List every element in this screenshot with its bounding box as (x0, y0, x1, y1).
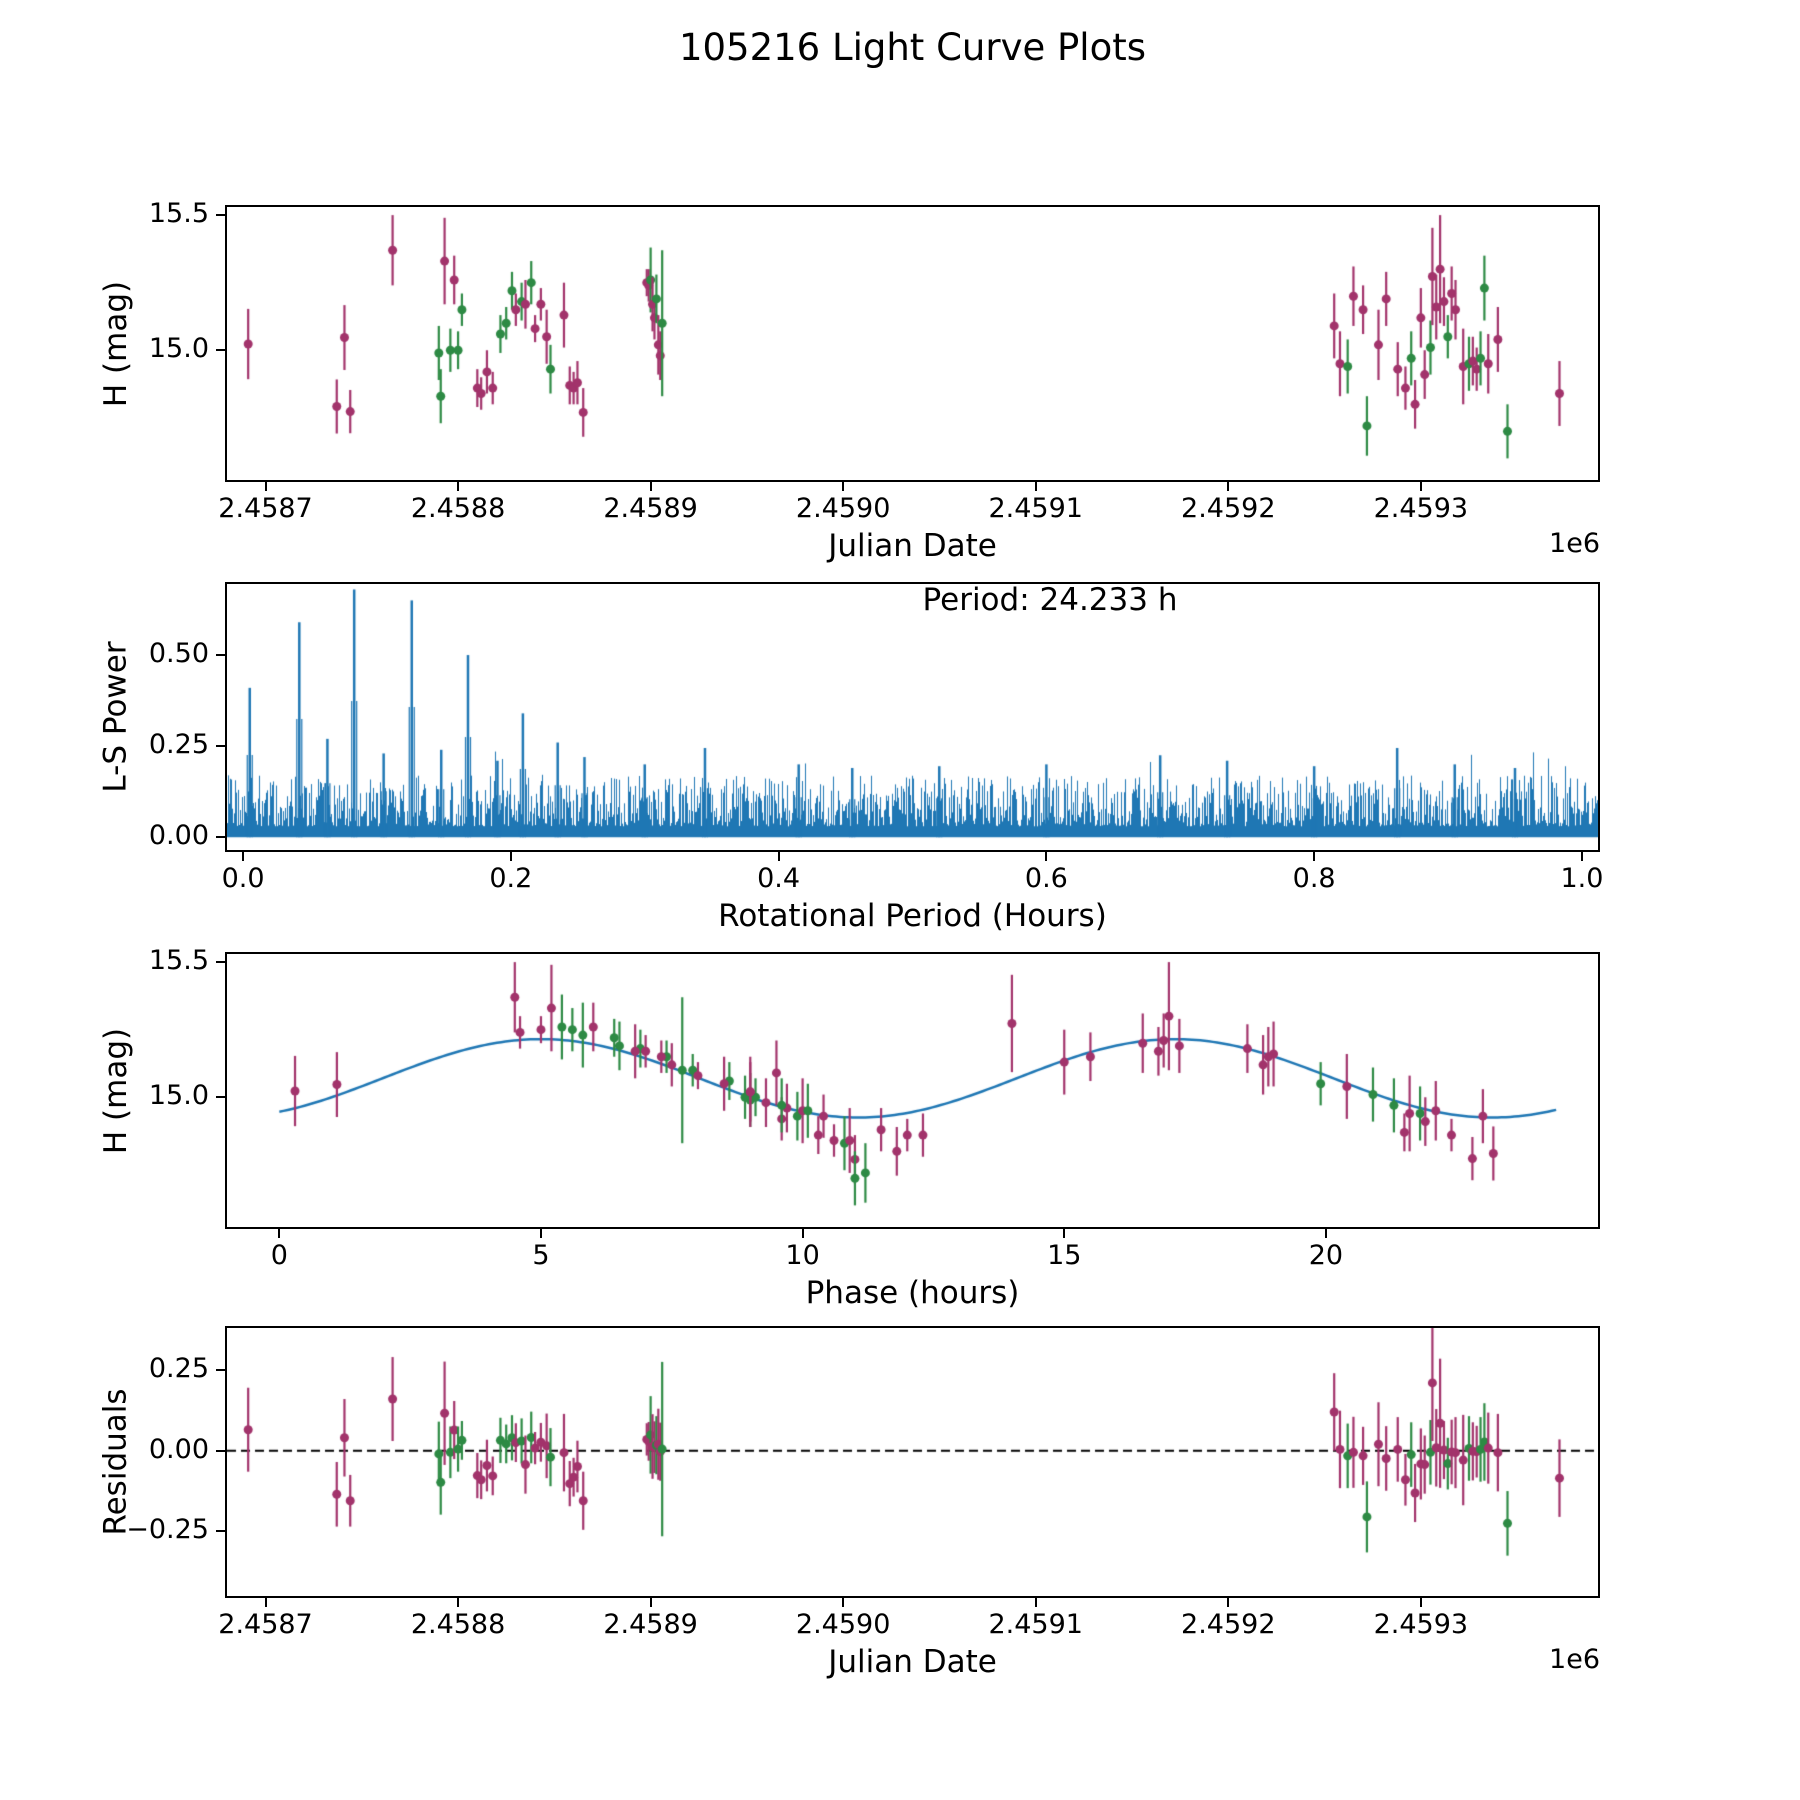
figure-title: 105216 Light Curve Plots (678, 26, 1147, 69)
x-tick-label: 15 (1047, 1240, 1082, 1271)
y-tick-label: 0.00 (148, 1433, 209, 1465)
x-tick (278, 1229, 281, 1238)
x-tick-label: 20 (1308, 1240, 1344, 1271)
y-tick (216, 1096, 225, 1099)
x-tick-label: 0 (270, 1240, 288, 1271)
y-tick (216, 745, 225, 748)
x-tick-label: 2.4587 (218, 1609, 313, 1640)
x-tick-label: 2.4593 (1373, 1609, 1469, 1640)
x-tick (264, 1598, 267, 1607)
x-tick (457, 482, 460, 491)
x-tick (1034, 1598, 1037, 1607)
x-tick (649, 1598, 652, 1607)
x-tick-label: 2.4590 (795, 1609, 891, 1640)
x-tick (539, 1229, 542, 1238)
y-tick-label: −0.25 (126, 1514, 209, 1546)
y-tick-label: 0.25 (148, 1352, 209, 1384)
x-tick (509, 852, 512, 861)
y-tick (216, 836, 225, 839)
y-tick-label: 0.50 (148, 638, 209, 670)
periodogram-axes (225, 582, 1600, 852)
y-tick-label: 15.5 (148, 198, 209, 230)
periodogram-canvas (227, 584, 1598, 850)
residuals-canvas (227, 1328, 1598, 1596)
x-tick (457, 1598, 460, 1607)
x-tick (801, 1229, 804, 1238)
lightcurve-axis-offset: 1e6 (1549, 528, 1600, 559)
x-tick (242, 852, 245, 861)
x-tick-label: 0.8 (1292, 863, 1336, 894)
y-tick (216, 654, 225, 657)
lightcurve-canvas (227, 207, 1598, 480)
x-tick (1419, 1598, 1422, 1607)
y-tick-label: 0.00 (148, 820, 209, 852)
lightcurve-axes (225, 205, 1600, 482)
x-tick-label: 2.4592 (1181, 1609, 1276, 1640)
x-tick (1045, 852, 1048, 861)
x-tick-label: 5 (532, 1240, 550, 1271)
y-tick-label: 15.5 (148, 945, 209, 977)
y-tick (216, 214, 225, 217)
phase-curve-axes (225, 952, 1600, 1229)
phase-curve-canvas (227, 954, 1598, 1227)
residuals-axes (225, 1326, 1600, 1598)
x-tick (1324, 1229, 1327, 1238)
y-tick-label: 15.0 (148, 333, 209, 365)
y-tick (216, 1530, 225, 1533)
x-tick-label: 2.4592 (1181, 493, 1276, 524)
lightcurve-xlabel: Julian Date (828, 528, 997, 564)
x-tick-label: 2.4591 (988, 493, 1083, 524)
x-tick (842, 482, 845, 491)
x-tick (1034, 482, 1037, 491)
phase-curve-plot: H (mag) Phase (hours) 0 5 10 15 20 15.5 15.0 (98, 945, 1600, 1311)
x-tick (649, 482, 652, 491)
x-tick-label: 2.4593 (1373, 493, 1469, 524)
periodogram-plot: Period: 24.233 h L-S Power Rotational Pe… (98, 582, 1603, 934)
x-tick-label: 2.4587 (218, 493, 313, 524)
x-tick-label: 2.4588 (410, 493, 506, 524)
x-tick (1419, 482, 1422, 491)
phase-curve-xlabel: Phase (hours) (805, 1275, 1020, 1311)
x-tick (264, 482, 267, 491)
y-tick-label: 15.0 (148, 1080, 209, 1112)
x-tick-label: 1.0 (1560, 863, 1604, 894)
y-tick (216, 349, 225, 352)
lightcurve-plot: H (mag) Julian Date 1e6 2.4587 2.4588 2.45… (98, 198, 1600, 564)
x-tick-label: 0.4 (757, 863, 801, 894)
x-tick-label: 2.4589 (603, 1609, 698, 1640)
x-tick-label: 0.0 (221, 863, 265, 894)
y-tick (216, 961, 225, 964)
periodogram-xlabel: Rotational Period (Hours) (718, 898, 1107, 934)
x-tick-label: 2.4591 (988, 1609, 1083, 1640)
x-tick (1063, 1229, 1066, 1238)
x-tick-label: 2.4590 (795, 493, 891, 524)
y-tick (216, 1368, 225, 1371)
x-tick (1227, 482, 1230, 491)
x-tick (1580, 852, 1583, 861)
x-tick-label: 0.6 (1024, 863, 1068, 894)
x-tick-label: 2.4589 (603, 493, 698, 524)
x-tick-label: 0.2 (489, 863, 533, 894)
period-annotation: Period: 24.233 h (922, 582, 1178, 618)
residuals-axis-offset: 1e6 (1549, 1644, 1600, 1675)
y-tick-label: 0.25 (148, 729, 209, 761)
x-tick-label: 2.4588 (410, 1609, 506, 1640)
x-tick (1227, 1598, 1230, 1607)
periodogram-ylabel: L-S Power (93, 582, 139, 852)
x-tick-label: 10 (785, 1240, 820, 1271)
residuals-plot: Residuals Julian Date 1e6 2.4587 2.4588 2.… (98, 1326, 1600, 1680)
x-tick (777, 852, 780, 861)
x-tick (1313, 852, 1316, 861)
x-tick (842, 1598, 845, 1607)
residuals-xlabel: Julian Date (828, 1644, 997, 1680)
y-tick (216, 1449, 225, 1452)
